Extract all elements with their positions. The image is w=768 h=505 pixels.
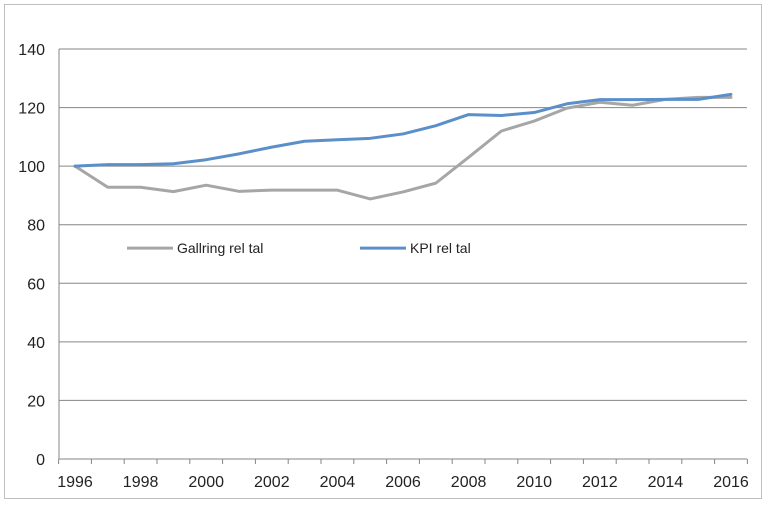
y-tick-label-120: 120 bbox=[18, 101, 45, 118]
series-lines bbox=[73, 92, 733, 201]
y-tick-label-20: 20 bbox=[27, 393, 45, 410]
y-tick-label-40: 40 bbox=[27, 335, 45, 352]
y-tick-label-100: 100 bbox=[18, 159, 45, 176]
y-tick-label-80: 80 bbox=[27, 218, 45, 235]
x-tick-label-1998: 1998 bbox=[123, 474, 159, 491]
legend-label-0: Gallring rel tal bbox=[177, 240, 263, 256]
y-axis-tick-labels: 0 20 40 60 80 100 120 140 bbox=[18, 42, 45, 469]
x-axis-tick-labels: 1996 1998 2000 2002 2004 2006 2008 2010 2012 2014… bbox=[57, 474, 749, 491]
axes bbox=[58, 49, 748, 464]
x-tick-label-1996: 1996 bbox=[57, 474, 93, 491]
x-tick-label-2008: 2008 bbox=[451, 474, 487, 491]
line-chart: 0 20 40 60 80 100 120 140 1996 1998 2000 2002 2004 2… bbox=[18, 42, 749, 491]
x-tick-label-2000: 2000 bbox=[188, 474, 224, 491]
x-tick-label-2014: 2014 bbox=[648, 474, 684, 491]
x-tick-label-2016: 2016 bbox=[713, 474, 749, 491]
x-tick-label-2004: 2004 bbox=[320, 474, 356, 491]
x-tick-label-2010: 2010 bbox=[516, 474, 552, 491]
x-tick-label-2012: 2012 bbox=[582, 474, 618, 491]
chart-frame: 0 20 40 60 80 100 120 140 1996 1998 2000 2002 2004 2… bbox=[4, 4, 762, 499]
legend: Gallring rel tal KPI rel tal bbox=[127, 240, 471, 256]
legend-label-1: KPI rel tal bbox=[410, 240, 471, 256]
gridlines bbox=[59, 48, 747, 401]
y-tick-label-0: 0 bbox=[36, 452, 45, 469]
x-tick-label-2002: 2002 bbox=[254, 474, 290, 491]
series-line-kpi-rel-tal bbox=[73, 92, 733, 168]
y-tick-label-60: 60 bbox=[27, 276, 45, 293]
y-tick-label-140: 140 bbox=[18, 42, 45, 59]
series-line-gallring-rel-tal bbox=[73, 95, 733, 201]
x-tick-label-2006: 2006 bbox=[385, 474, 421, 491]
